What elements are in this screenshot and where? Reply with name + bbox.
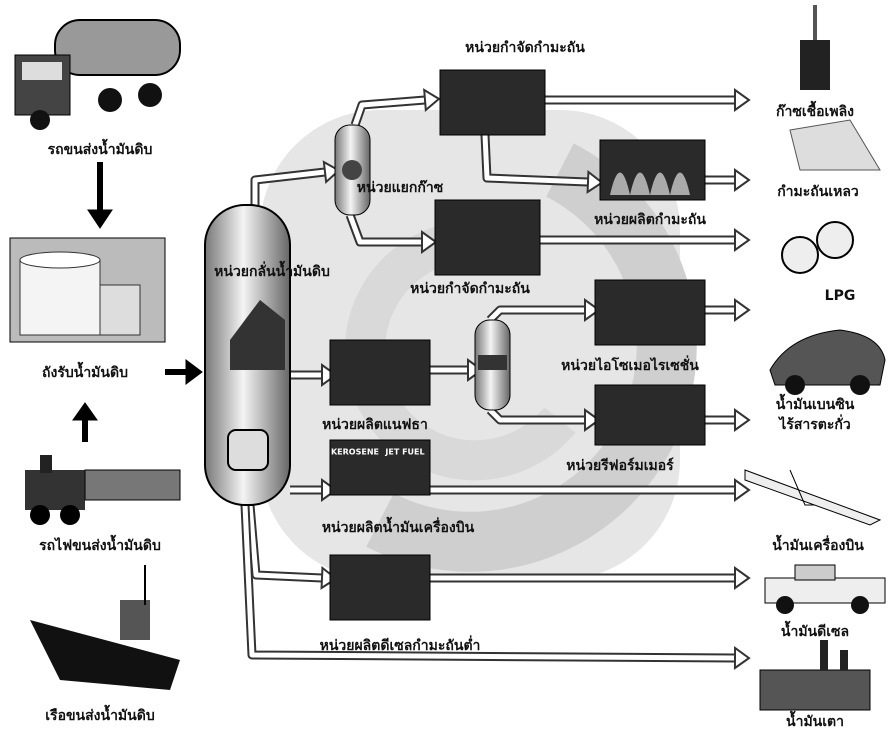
- gas-separator: [335, 125, 370, 215]
- unit-label: หน่วยผลิตแนฟธา: [322, 417, 428, 433]
- product-label: LPG: [825, 288, 856, 304]
- input-label: เรือขนส่งน้ำมันดิบ: [45, 704, 155, 724]
- unit-label: หน่วยแยกก๊าซ: [357, 179, 444, 196]
- flow-arrow: [735, 568, 749, 588]
- distillation-column: [205, 205, 290, 505]
- flow-arrow: [735, 480, 749, 500]
- product-label: น้ำมันเบนซิน: [776, 393, 855, 413]
- unit-label: หน่วยผลิตดีเซลกำมะถันต่ำ: [320, 635, 481, 654]
- product-label: น้ำมันดีเซล: [781, 620, 849, 640]
- flow-arrow: [735, 648, 749, 668]
- flow-arrow: [735, 170, 749, 190]
- input-label: รถขนส่งน้ำมันดิบ: [48, 138, 153, 158]
- product-label: น้ำมันเตา: [786, 710, 844, 730]
- iso-feed-vessel: [475, 320, 510, 410]
- train-icon: [25, 455, 180, 525]
- truck-icon: [15, 20, 180, 130]
- input-label: ถังรับน้ำมันดิบ: [42, 361, 128, 381]
- flow-arrow: [424, 90, 439, 110]
- unit-label: หน่วยกำจัดกำมะถัน: [465, 40, 585, 56]
- flow-arrow: [735, 90, 749, 110]
- product-label: ก๊าซเชื้อเพลิง: [776, 100, 854, 120]
- ship-icon: [30, 565, 180, 690]
- flow-arrow: [735, 230, 749, 250]
- refinery-diagram: KEROSENE JET FUEL รถขนส่งน้ำมันดิบ ถังรั…: [0, 0, 893, 735]
- inset-label: KEROSENE: [331, 448, 379, 457]
- unit-label: หน่วยรีฟอร์มเมอร์: [566, 457, 674, 474]
- input-label: รถไฟขนส่งน้ำมันดิบ: [39, 534, 161, 554]
- unit-label: หน่วยผลิตกำมะถัน: [594, 212, 706, 228]
- unit-label: หน่วยไอโซเมอไรเซชั่น: [561, 355, 699, 374]
- flow-arrow: [735, 410, 749, 430]
- product-label: ไร้สารตะกั่ว: [777, 414, 851, 433]
- inset-label: JET FUEL: [384, 448, 424, 457]
- product-label: กำมะถันเหลว: [777, 184, 859, 200]
- flow-arrow: [735, 300, 749, 320]
- unit-label: หน่วยกำจัดกำมะถัน: [410, 281, 530, 297]
- tank-icon: [10, 238, 165, 342]
- product-label: น้ำมันเครื่องบิน: [772, 534, 864, 554]
